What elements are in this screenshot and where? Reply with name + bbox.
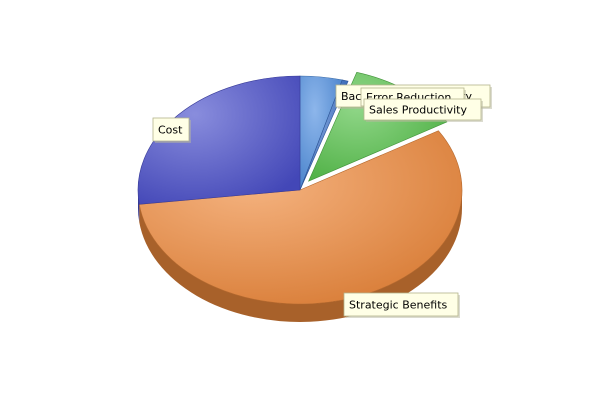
pie-label-strategic-benefits: Strategic Benefits xyxy=(343,292,460,318)
pie-label-box xyxy=(152,117,190,142)
pie-label-text: Cost xyxy=(158,124,183,137)
pie-label-box xyxy=(343,292,459,317)
pie-slice-error-reduction xyxy=(299,79,349,191)
pie-label-cost: Cost xyxy=(152,117,191,143)
pie-slice-cost xyxy=(137,75,301,205)
pie-label-text: Strategic Benefits xyxy=(349,299,448,312)
pie-label-text: Sales Productivity xyxy=(369,104,467,117)
pie-depth-strategic-benefits xyxy=(139,190,463,323)
pie-labels-group: Back Office ProductivityError ReductionS… xyxy=(152,84,492,318)
pie-label-box xyxy=(363,98,482,121)
pie-label-sales-productivity: Sales Productivity xyxy=(363,98,483,122)
